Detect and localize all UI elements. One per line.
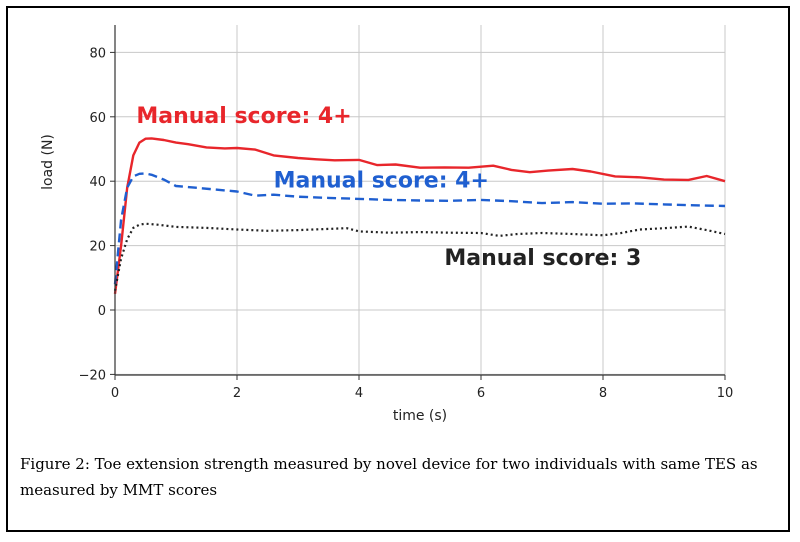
y-tick-label: 80 — [89, 46, 106, 61]
x-tick-label: 6 — [477, 386, 485, 401]
x-axis-label: time (s) — [393, 408, 447, 424]
series-label-1: Manual score: 4+ — [136, 104, 351, 129]
y-tick-label: −20 — [79, 368, 106, 383]
series-line-2 — [113, 172, 726, 285]
y-tick-label: 0 — [98, 304, 106, 319]
axes — [110, 25, 726, 380]
x-tick-label: 4 — [355, 386, 363, 401]
series-label-3: Manual score: 3 — [444, 246, 641, 271]
y-tick-label: 40 — [89, 175, 106, 190]
y-tick-label: 60 — [89, 111, 106, 126]
y-axis-label: load (N) — [40, 134, 56, 190]
series-line-1 — [113, 137, 726, 295]
y-tick-label: 20 — [89, 240, 106, 255]
data-series — [113, 137, 726, 295]
series-annotations: Manual score: 4+ Manual score: 4+ Manual s… — [136, 104, 641, 271]
x-tick-label: 8 — [599, 386, 607, 401]
figure-caption: Figure 2: Toe extension strength measure… — [20, 455, 758, 499]
tick-labels: 0 2 4 6 8 10 −20 0 20 40 60 80 — [79, 46, 734, 401]
x-tick-label: 2 — [233, 386, 241, 401]
x-tick-label: 0 — [111, 386, 119, 401]
x-tick-label: 10 — [717, 386, 734, 401]
series-label-2: Manual score: 4+ — [274, 169, 489, 194]
